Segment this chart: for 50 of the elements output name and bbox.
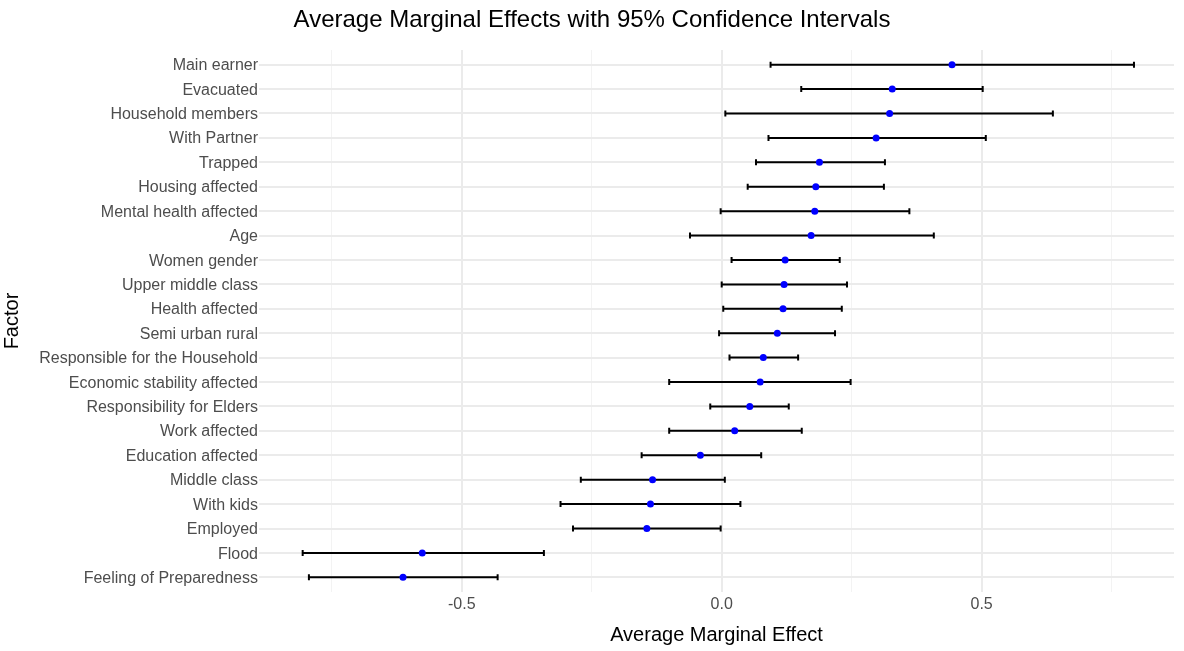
y-tick-label: Housing affected bbox=[138, 178, 258, 196]
y-tick-label: Flood bbox=[217, 544, 258, 562]
y-tick-label: Mental health affected bbox=[100, 202, 258, 220]
point bbox=[731, 427, 739, 435]
point bbox=[780, 280, 788, 288]
point bbox=[696, 451, 704, 459]
x-tick-label: -0.5 bbox=[447, 595, 476, 612]
y-tick-label: With Partner bbox=[169, 129, 259, 147]
point bbox=[649, 476, 657, 484]
y-tick-label: Women gender bbox=[148, 251, 259, 269]
point bbox=[643, 525, 651, 533]
y-tick-label: Feeling of Preparedness bbox=[83, 568, 258, 586]
y-tick-label: Responsible for the Household bbox=[39, 349, 258, 367]
y-tick-label: Middle class bbox=[169, 471, 258, 489]
x-tick-label: 0.5 bbox=[970, 595, 993, 612]
point bbox=[812, 183, 820, 191]
y-tick-label: Health affected bbox=[150, 300, 258, 318]
y-tick-label: Main earner bbox=[172, 56, 259, 74]
point bbox=[781, 256, 789, 264]
x-axis-title: Average Marginal Effect bbox=[610, 622, 824, 645]
point bbox=[872, 134, 880, 142]
point bbox=[811, 207, 819, 215]
point bbox=[807, 232, 815, 240]
point bbox=[756, 378, 764, 386]
y-tick-label: Trapped bbox=[199, 153, 258, 171]
y-tick-label: Responsibility for Elders bbox=[86, 398, 258, 416]
y-tick-label: Evacuated bbox=[182, 80, 258, 98]
point bbox=[773, 329, 781, 337]
point bbox=[888, 85, 896, 93]
y-tick-label: Education affected bbox=[125, 446, 258, 464]
y-tick-label: Upper middle class bbox=[121, 275, 258, 293]
x-tick-label: 0.0 bbox=[710, 595, 733, 612]
point bbox=[779, 305, 787, 313]
point bbox=[948, 61, 956, 69]
y-tick-label: Household members bbox=[110, 105, 258, 123]
chart-title: Average Marginal Effects with 95% Confidence Intervals bbox=[293, 4, 891, 32]
y-tick-label: Semi urban rural bbox=[139, 324, 258, 342]
point bbox=[759, 354, 767, 362]
y-axis-title: Factor bbox=[0, 292, 22, 350]
y-tick-label: Economic stability affected bbox=[68, 373, 258, 391]
point bbox=[815, 158, 823, 166]
point bbox=[746, 402, 754, 410]
y-tick-label: Employed bbox=[186, 520, 258, 538]
y-tick-label: Work affected bbox=[159, 422, 258, 440]
y-tick-label: With kids bbox=[193, 495, 258, 513]
point bbox=[418, 549, 426, 557]
y-tick-label: Age bbox=[229, 227, 259, 245]
point bbox=[646, 500, 654, 508]
point bbox=[399, 573, 407, 581]
point bbox=[886, 109, 894, 117]
